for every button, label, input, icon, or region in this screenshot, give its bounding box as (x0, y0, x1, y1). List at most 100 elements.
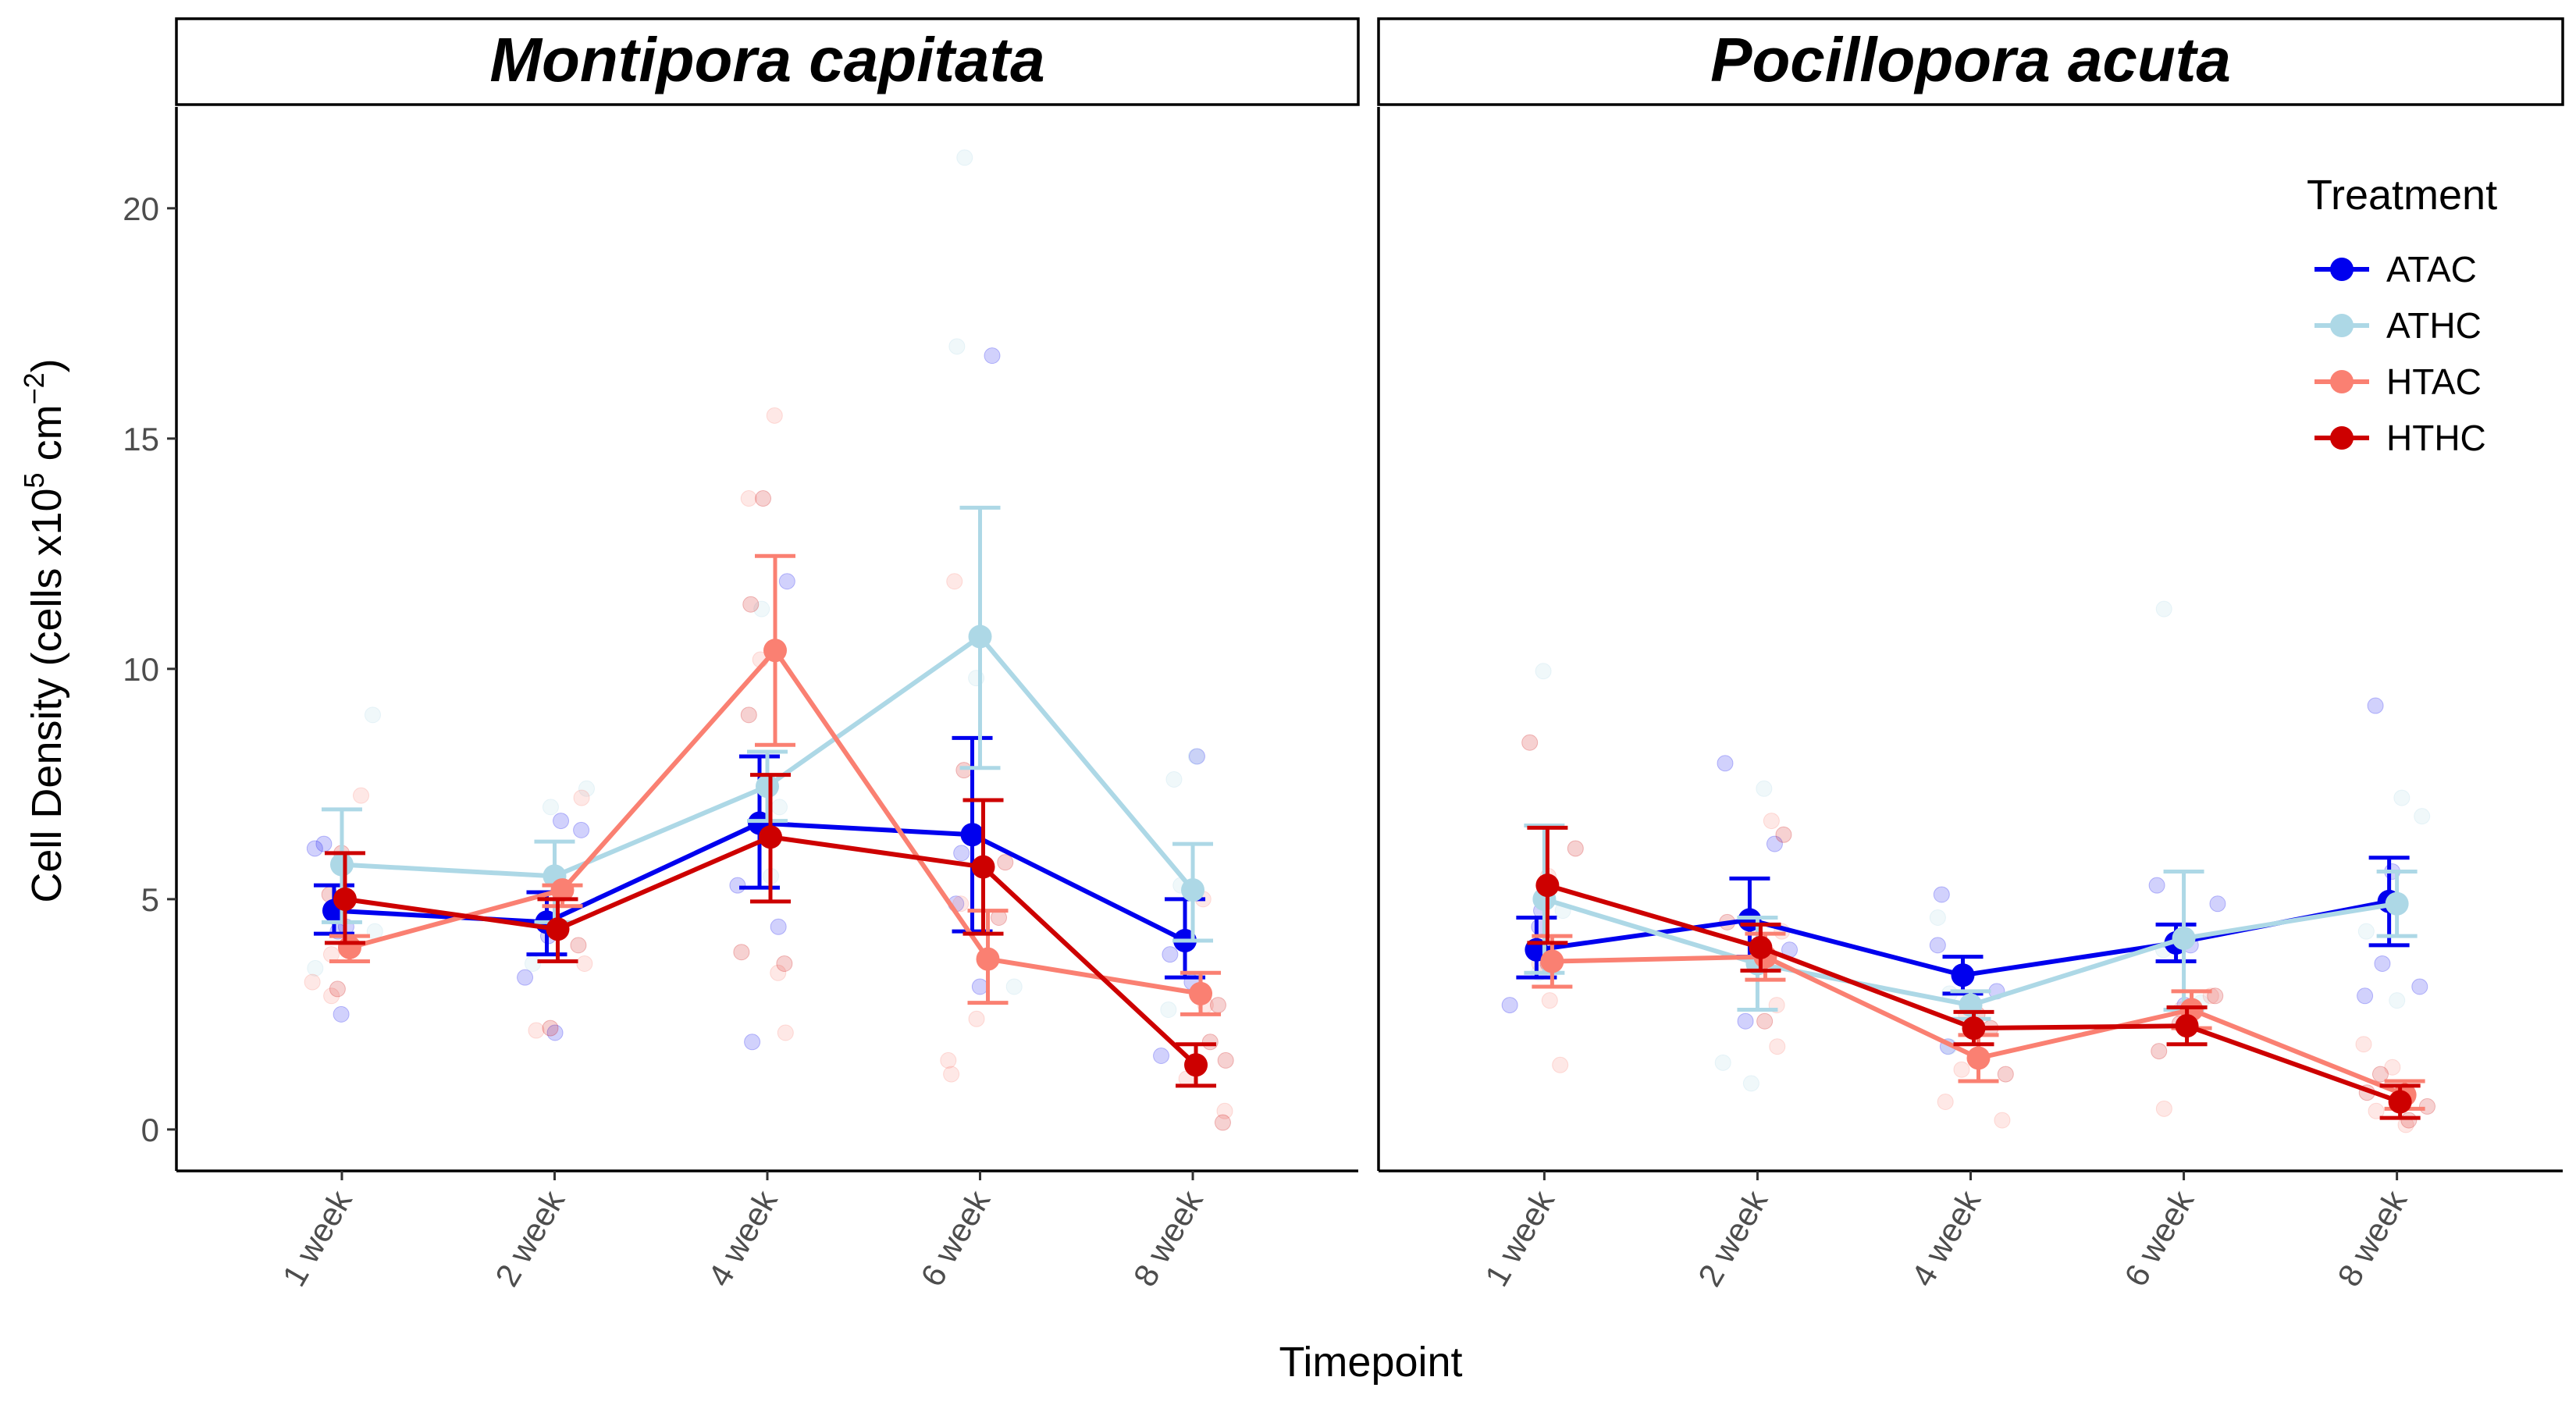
raw-point-atac (315, 835, 333, 852)
legend-item-hthc: HTHC (2314, 418, 2486, 458)
mean-point-htac (550, 878, 575, 902)
raw-point-atac (729, 877, 746, 894)
raw-point-athc (1742, 1075, 1759, 1092)
x-tick-label: 4 week (701, 1183, 785, 1293)
raw-point-athc (1929, 909, 1946, 926)
raw-point-athc (542, 799, 559, 816)
raw-point-htac (1216, 1102, 1233, 1119)
legend-label: ATHC (2386, 305, 2482, 346)
raw-point-htac (946, 573, 963, 590)
raw-point-athc (2389, 992, 2406, 1009)
raw-point-hthc (2151, 1043, 2168, 1060)
y-axis-title-sup: −2 (18, 372, 50, 404)
raw-point-hthc (776, 955, 793, 972)
legend-label: HTAC (2386, 361, 2482, 402)
raw-point-htac (1769, 1038, 1786, 1055)
raw-point-athc (2414, 808, 2431, 825)
raw-point-htac (323, 987, 340, 1005)
raw-point-hthc (2418, 1098, 2435, 1115)
series-athc (321, 505, 1214, 943)
mean-point-htac (337, 935, 361, 959)
raw-point-hthc (542, 1019, 559, 1037)
y-tick-label: 5 (141, 881, 159, 918)
raw-point-atac (546, 1024, 564, 1041)
y-tick-label: 20 (123, 190, 159, 227)
raw-point-atac (306, 840, 323, 857)
raw-point-hthc (733, 944, 750, 961)
raw-point-htac (952, 895, 970, 913)
x-tick-label: 1 week (1478, 1183, 1562, 1293)
raw-point-atac (1737, 1012, 1754, 1030)
raw-point-athc (2393, 789, 2411, 806)
legend-swatch-point (2330, 426, 2354, 450)
raw-point-htac (1763, 813, 1780, 830)
raw-point-hthc (570, 937, 587, 954)
raw-point-athc (2357, 923, 2375, 940)
x-tick-label: 8 week (2330, 1183, 2414, 1293)
x-axis-title: Timepoint (1279, 1339, 1462, 1386)
raw-point-hthc (2400, 1112, 2418, 1129)
mean-point-hthc (1962, 1016, 1986, 1041)
mean-point-hthc (2175, 1014, 2199, 1038)
raw-point-atac (2367, 697, 2384, 714)
raw-point-athc (1005, 978, 1023, 995)
raw-point-htac (573, 789, 590, 806)
raw-point-htac (968, 1010, 985, 1027)
mean-point-athc (756, 774, 779, 799)
mean-point-atac (960, 823, 984, 847)
y-axis-title-sup: 5 (18, 472, 50, 488)
mean-point-htac (1540, 949, 1564, 973)
mean-point-athc (2172, 927, 2196, 951)
raw-point-athc (1187, 748, 1204, 765)
x-tick-label: 8 week (1126, 1183, 1211, 1293)
mean-point-hthc (1535, 874, 1560, 898)
y-axis-title-part: ) (23, 358, 70, 372)
raw-point-athc (753, 600, 770, 617)
raw-point-htac (1541, 992, 1558, 1009)
raw-point-atac (1933, 886, 1950, 903)
raw-point-hthc (1214, 1114, 1231, 1131)
raw-point-atac (1188, 748, 1205, 765)
legend-swatch-point (2330, 258, 2354, 281)
mean-point-htac (976, 947, 1000, 971)
raw-point-athc (525, 955, 542, 972)
raw-point-htac (2384, 1059, 2401, 1076)
raw-point-htac (770, 964, 787, 981)
x-tick-label: 4 week (1904, 1183, 1988, 1293)
raw-point-hthc (2371, 1066, 2389, 1083)
raw-point-atac (953, 845, 970, 862)
x-tick-label: 6 week (913, 1183, 998, 1293)
raw-point-htac (777, 1024, 794, 1041)
raw-point-htac (576, 955, 593, 972)
series-athc (1524, 823, 2418, 1021)
raw-point-atac (553, 813, 570, 830)
raw-point-atac (1501, 997, 1518, 1014)
raw-point-atac (517, 969, 534, 986)
raw-point-htac (940, 1051, 957, 1069)
mean-point-athc (329, 852, 354, 877)
raw-point-htac (2368, 1102, 2385, 1119)
raw-point-atac (984, 347, 1001, 365)
mean-point-hthc (2388, 1090, 2412, 1114)
raw-point-athc (770, 799, 788, 816)
raw-point-atac (333, 1005, 350, 1023)
raw-point-athc (1714, 1054, 1731, 1071)
raw-point-hthc (755, 490, 772, 507)
raw-point-hthc (997, 854, 1014, 871)
raw-point-htac (1552, 1056, 1569, 1073)
raw-point-atac (2209, 895, 2226, 913)
legend-item-atac: ATAC (2314, 249, 2477, 290)
raw-point-htac (2155, 1100, 2172, 1117)
panel-title: Montipora capitata (489, 25, 1044, 94)
raw-point-atac (770, 918, 787, 935)
raw-point-htac (353, 787, 370, 804)
legend-item-athc: ATHC (2314, 305, 2482, 346)
legend-title: Treatment (2307, 172, 2497, 219)
y-axis-title-part: Cell Density (cells x10 (23, 488, 70, 902)
raw-point-athc (1160, 1001, 1177, 1018)
raw-point-hthc (1521, 734, 1539, 751)
raw-point-htac (766, 407, 783, 424)
legend: Treatment ATAC ATHC HTAC HTHC (2307, 172, 2497, 458)
raw-point-atac (2374, 955, 2391, 972)
